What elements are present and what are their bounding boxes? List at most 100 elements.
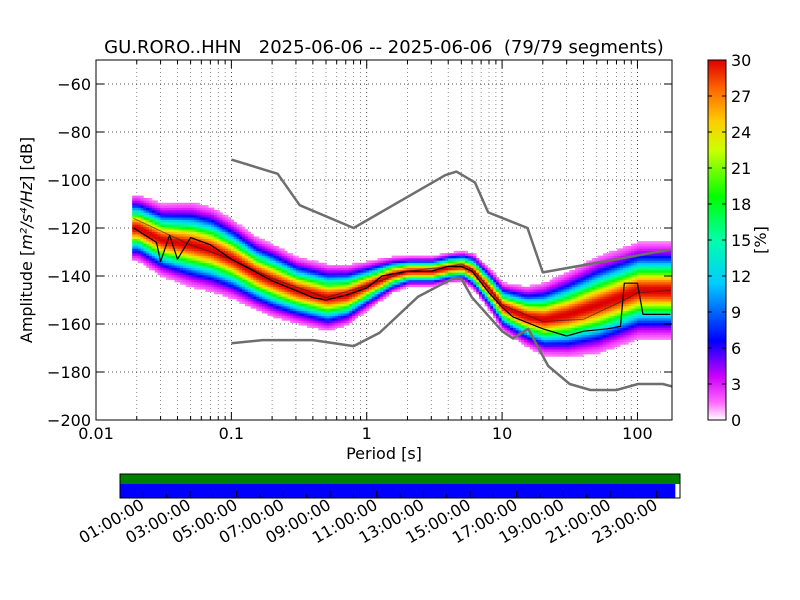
density-cell bbox=[495, 303, 500, 307]
density-cell bbox=[366, 279, 370, 283]
density-cell bbox=[168, 262, 172, 266]
density-cell bbox=[143, 224, 147, 228]
density-cell bbox=[154, 250, 158, 254]
density-cell bbox=[259, 265, 263, 268]
density-cell bbox=[298, 272, 302, 276]
density-cell bbox=[275, 253, 280, 256]
density-cell bbox=[549, 306, 553, 309]
density-cell bbox=[199, 219, 203, 223]
density-cell bbox=[318, 301, 322, 304]
density-cell bbox=[292, 274, 297, 278]
density-cell bbox=[244, 231, 249, 235]
density-cell bbox=[484, 282, 488, 285]
density-cell bbox=[264, 298, 268, 302]
density-cell bbox=[605, 255, 610, 259]
density-cell bbox=[154, 219, 158, 223]
density-cell bbox=[191, 229, 195, 232]
density-cell bbox=[202, 246, 206, 249]
density-cell bbox=[247, 243, 251, 247]
density-cell bbox=[473, 284, 477, 288]
density-cell bbox=[402, 267, 407, 271]
density-cell bbox=[374, 267, 378, 271]
density-cell bbox=[236, 234, 240, 237]
density-cell bbox=[146, 246, 150, 249]
density-cell bbox=[363, 277, 367, 280]
density-cell bbox=[154, 202, 158, 206]
density-cell bbox=[157, 272, 161, 276]
density-cell bbox=[577, 267, 581, 271]
density-cell bbox=[349, 272, 353, 276]
density-cell bbox=[538, 320, 542, 324]
density-cell bbox=[261, 284, 266, 288]
density-cell bbox=[566, 325, 570, 328]
density-cell bbox=[191, 210, 195, 213]
density-cell bbox=[323, 286, 328, 290]
density-cell bbox=[416, 277, 421, 280]
density-cell bbox=[549, 325, 553, 328]
density-cell bbox=[174, 222, 178, 225]
density-cell bbox=[490, 274, 494, 278]
density-cell bbox=[628, 334, 632, 338]
main-plot: 0.01 0.1 1 10 100 −200−180−160−140−120−100−8… bbox=[17, 59, 673, 463]
density-cell bbox=[191, 265, 195, 268]
density-cell bbox=[233, 291, 237, 295]
density-cell bbox=[555, 320, 559, 324]
density-cell bbox=[236, 291, 240, 295]
density-cell bbox=[160, 250, 164, 254]
density-cell bbox=[256, 238, 260, 242]
density-cell bbox=[541, 298, 545, 302]
density-cell bbox=[569, 346, 573, 350]
density-cell bbox=[182, 214, 187, 218]
density-cell bbox=[242, 284, 246, 288]
density-cell bbox=[332, 301, 336, 304]
density-cell bbox=[546, 298, 550, 302]
density-cell bbox=[557, 301, 562, 304]
density-cell bbox=[583, 346, 587, 350]
density-cell bbox=[541, 306, 545, 309]
density-cell bbox=[323, 284, 328, 288]
density-cell bbox=[450, 262, 454, 266]
density-cell bbox=[134, 224, 139, 228]
density-cell bbox=[549, 296, 553, 300]
density-cell bbox=[462, 258, 466, 261]
density-cell bbox=[439, 260, 443, 264]
density-cell bbox=[642, 332, 646, 336]
density-cell bbox=[174, 265, 178, 268]
density-cell bbox=[270, 284, 274, 288]
density-cell bbox=[244, 270, 249, 273]
density-cell bbox=[493, 282, 497, 285]
density-cell bbox=[617, 294, 621, 297]
density-cell bbox=[352, 284, 356, 288]
density-cell bbox=[583, 334, 587, 338]
density-cell bbox=[346, 270, 350, 273]
density-cell bbox=[264, 270, 268, 273]
density-cell bbox=[594, 344, 598, 348]
density-cell bbox=[628, 315, 632, 319]
density-cell bbox=[600, 294, 604, 297]
density-cell bbox=[498, 296, 502, 300]
density-cell bbox=[213, 229, 218, 232]
density-cell bbox=[397, 265, 401, 268]
density-cell bbox=[360, 294, 364, 297]
density-cell bbox=[256, 308, 260, 312]
density-cell bbox=[634, 274, 638, 278]
density-cell bbox=[154, 262, 158, 266]
density-cell bbox=[456, 279, 460, 283]
density-cell bbox=[400, 274, 404, 278]
density-cell bbox=[493, 310, 497, 314]
density-cell bbox=[191, 236, 195, 240]
density-cell bbox=[239, 284, 243, 288]
density-cell bbox=[385, 294, 390, 297]
density-cell bbox=[205, 274, 209, 278]
density-cell bbox=[197, 214, 201, 218]
density-cell bbox=[591, 315, 595, 319]
density-cell bbox=[512, 291, 516, 295]
density-cell bbox=[504, 306, 508, 309]
density-cell bbox=[549, 320, 553, 324]
density-cell bbox=[307, 303, 311, 307]
density-cell bbox=[211, 229, 215, 232]
density-cell bbox=[597, 318, 601, 321]
density-cell bbox=[583, 291, 587, 295]
density-cell bbox=[151, 219, 156, 223]
density-cell bbox=[225, 277, 229, 280]
